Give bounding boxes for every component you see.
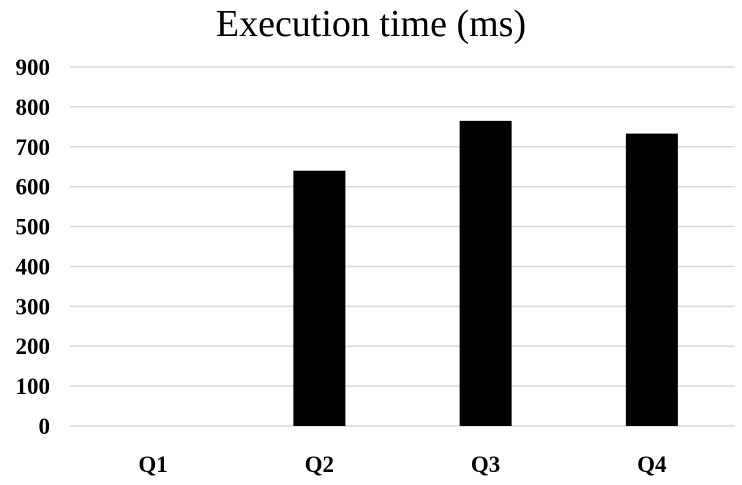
x-tick-label-q1: Q1 — [138, 452, 167, 477]
y-tick-label: 800 — [16, 95, 51, 120]
x-tick-label-q3: Q3 — [471, 452, 500, 477]
x-tick-label-q4: Q4 — [637, 452, 667, 477]
y-tick-label: 600 — [16, 175, 51, 200]
y-tick-label: 900 — [16, 55, 51, 80]
y-tick-label: 0 — [39, 414, 51, 439]
y-tick-label: 500 — [16, 215, 51, 240]
y-tick-label: 400 — [16, 254, 51, 279]
chart-title: Execution time (ms) — [216, 3, 526, 45]
y-axis-ticks: 0 100 200 300 400 500 600 700 800 900 — [16, 55, 51, 439]
y-tick-label: 200 — [16, 334, 51, 359]
bar-q4 — [625, 133, 678, 426]
x-tick-label-q2: Q2 — [305, 452, 334, 477]
x-axis-ticks: Q1 Q2 Q3 Q4 — [138, 452, 667, 477]
bar-q3 — [459, 120, 512, 426]
gridlines — [70, 66, 735, 427]
bars — [293, 120, 678, 426]
y-tick-label: 700 — [16, 135, 51, 160]
y-tick-label: 100 — [16, 374, 51, 399]
bar-q2 — [293, 170, 346, 426]
y-tick-label: 300 — [16, 294, 51, 319]
